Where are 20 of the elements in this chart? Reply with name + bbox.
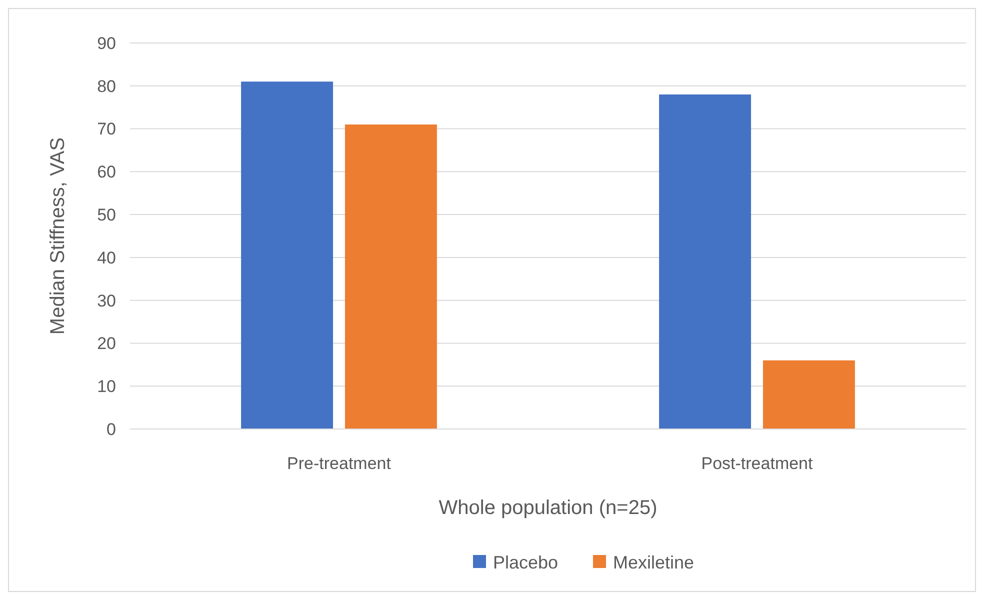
y-tick-label: 90 [97, 34, 116, 53]
legend-label: Mexiletine [613, 552, 694, 572]
x-tick-label: Pre-treatment [287, 454, 392, 473]
y-tick-label: 30 [97, 291, 116, 310]
y-tick-label: 80 [97, 76, 116, 96]
x-axis-title: Whole population (n=25) [438, 497, 658, 519]
y-tick-label: 70 [97, 120, 116, 139]
bar [659, 94, 752, 429]
bar [762, 360, 855, 429]
y-tick-label: 0 [106, 420, 116, 439]
bar [241, 82, 334, 429]
y-tick-label: 50 [97, 206, 116, 225]
y-tick-label: 10 [97, 377, 116, 396]
x-tick-label: Post-treatment [701, 454, 814, 473]
y-axis-title: Median Stiffness, VAS [47, 137, 69, 335]
bar [344, 124, 437, 429]
y-tick-label: 60 [97, 162, 116, 182]
y-tick-label: 40 [97, 248, 116, 268]
legend-label: Placebo [493, 552, 558, 572]
y-tick-label: 20 [97, 334, 116, 354]
